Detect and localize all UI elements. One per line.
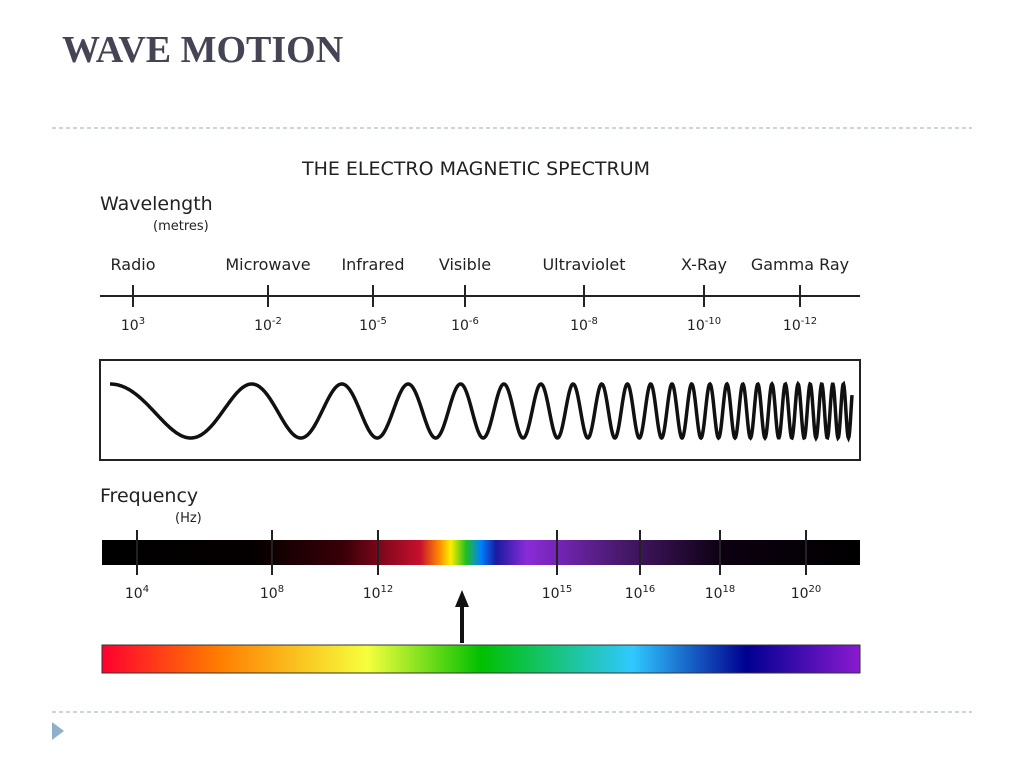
wavelength-value-base: 10 bbox=[570, 318, 588, 334]
wavelength-value-base: 10 bbox=[687, 318, 705, 334]
wavelength-value-base: 10 bbox=[359, 318, 377, 334]
wavelength-value-base: 10 bbox=[451, 318, 469, 334]
wavelength-value-exp: 3 bbox=[139, 316, 145, 327]
wavelength-value-base: 10 bbox=[783, 318, 801, 334]
wavelength-value-exp: -2 bbox=[272, 316, 282, 327]
frequency-value-exp: 8 bbox=[278, 584, 284, 595]
frequency-value-exp: 20 bbox=[809, 584, 822, 595]
wavelength-label: Wavelength bbox=[100, 193, 213, 215]
frequency-value-base: 10 bbox=[542, 586, 560, 602]
band-label: Radio bbox=[111, 255, 156, 274]
frequency-value-base: 10 bbox=[625, 586, 643, 602]
frequency-value: 1016 bbox=[625, 584, 656, 602]
wavelength-value-exp: -12 bbox=[801, 316, 817, 327]
wavelength-value: 10-10 bbox=[687, 316, 721, 334]
wavelength-value-exp: -5 bbox=[377, 316, 387, 327]
wave-box bbox=[99, 359, 861, 461]
wavelength-value: 10-12 bbox=[783, 316, 817, 334]
frequency-value-exp: 12 bbox=[381, 584, 394, 595]
band-label: X-Ray bbox=[681, 255, 727, 274]
wavelength-unit: (metres) bbox=[153, 219, 209, 234]
frequency-value-exp: 4 bbox=[143, 584, 149, 595]
arrow-head bbox=[455, 590, 469, 607]
wavelength-value: 10-8 bbox=[570, 316, 598, 334]
frequency-value-base: 10 bbox=[705, 586, 723, 602]
wavelength-value-exp: -10 bbox=[705, 316, 721, 327]
wavelength-value: 103 bbox=[121, 316, 145, 334]
frequency-value-exp: 16 bbox=[643, 584, 656, 595]
frequency-unit: (Hz) bbox=[175, 511, 202, 526]
visible-bar bbox=[101, 644, 861, 674]
frequency-value: 104 bbox=[125, 584, 149, 602]
band-label: Microwave bbox=[225, 255, 310, 274]
frequency-value-exp: 18 bbox=[723, 584, 736, 595]
wavelength-value-exp: -8 bbox=[588, 316, 598, 327]
band-label: Ultraviolet bbox=[542, 255, 625, 274]
diagram-title: THE ELECTRO MAGNETIC SPECTRUM bbox=[301, 158, 650, 180]
wavelength-value: 10-6 bbox=[451, 316, 479, 334]
bullet bbox=[52, 722, 64, 740]
wavelength-value-base: 10 bbox=[254, 318, 272, 334]
wave bbox=[110, 380, 854, 443]
band-label: Infrared bbox=[341, 255, 404, 274]
spectrum-bar bbox=[102, 540, 860, 565]
slide-title: WAVE MOTION bbox=[62, 29, 343, 71]
wavelength-value-base: 10 bbox=[121, 318, 139, 334]
frequency-value-exp: 15 bbox=[560, 584, 573, 595]
wavelength-value-exp: -6 bbox=[469, 316, 479, 327]
band-label: Visible bbox=[439, 255, 491, 274]
frequency-value-base: 10 bbox=[791, 586, 809, 602]
frequency-value: 1020 bbox=[791, 584, 822, 602]
frequency-value: 1015 bbox=[542, 584, 573, 602]
frequency-value-base: 10 bbox=[260, 586, 278, 602]
frequency-value-base: 10 bbox=[363, 586, 381, 602]
frequency-label: Frequency bbox=[100, 485, 198, 507]
wavelength-value: 10-5 bbox=[359, 316, 387, 334]
frequency-value-base: 10 bbox=[125, 586, 143, 602]
frequency-value: 1012 bbox=[363, 584, 394, 602]
band-label: Gamma Ray bbox=[751, 255, 849, 274]
frequency-value: 1018 bbox=[705, 584, 736, 602]
wavelength-value: 10-2 bbox=[254, 316, 282, 334]
frequency-value: 108 bbox=[260, 584, 284, 602]
